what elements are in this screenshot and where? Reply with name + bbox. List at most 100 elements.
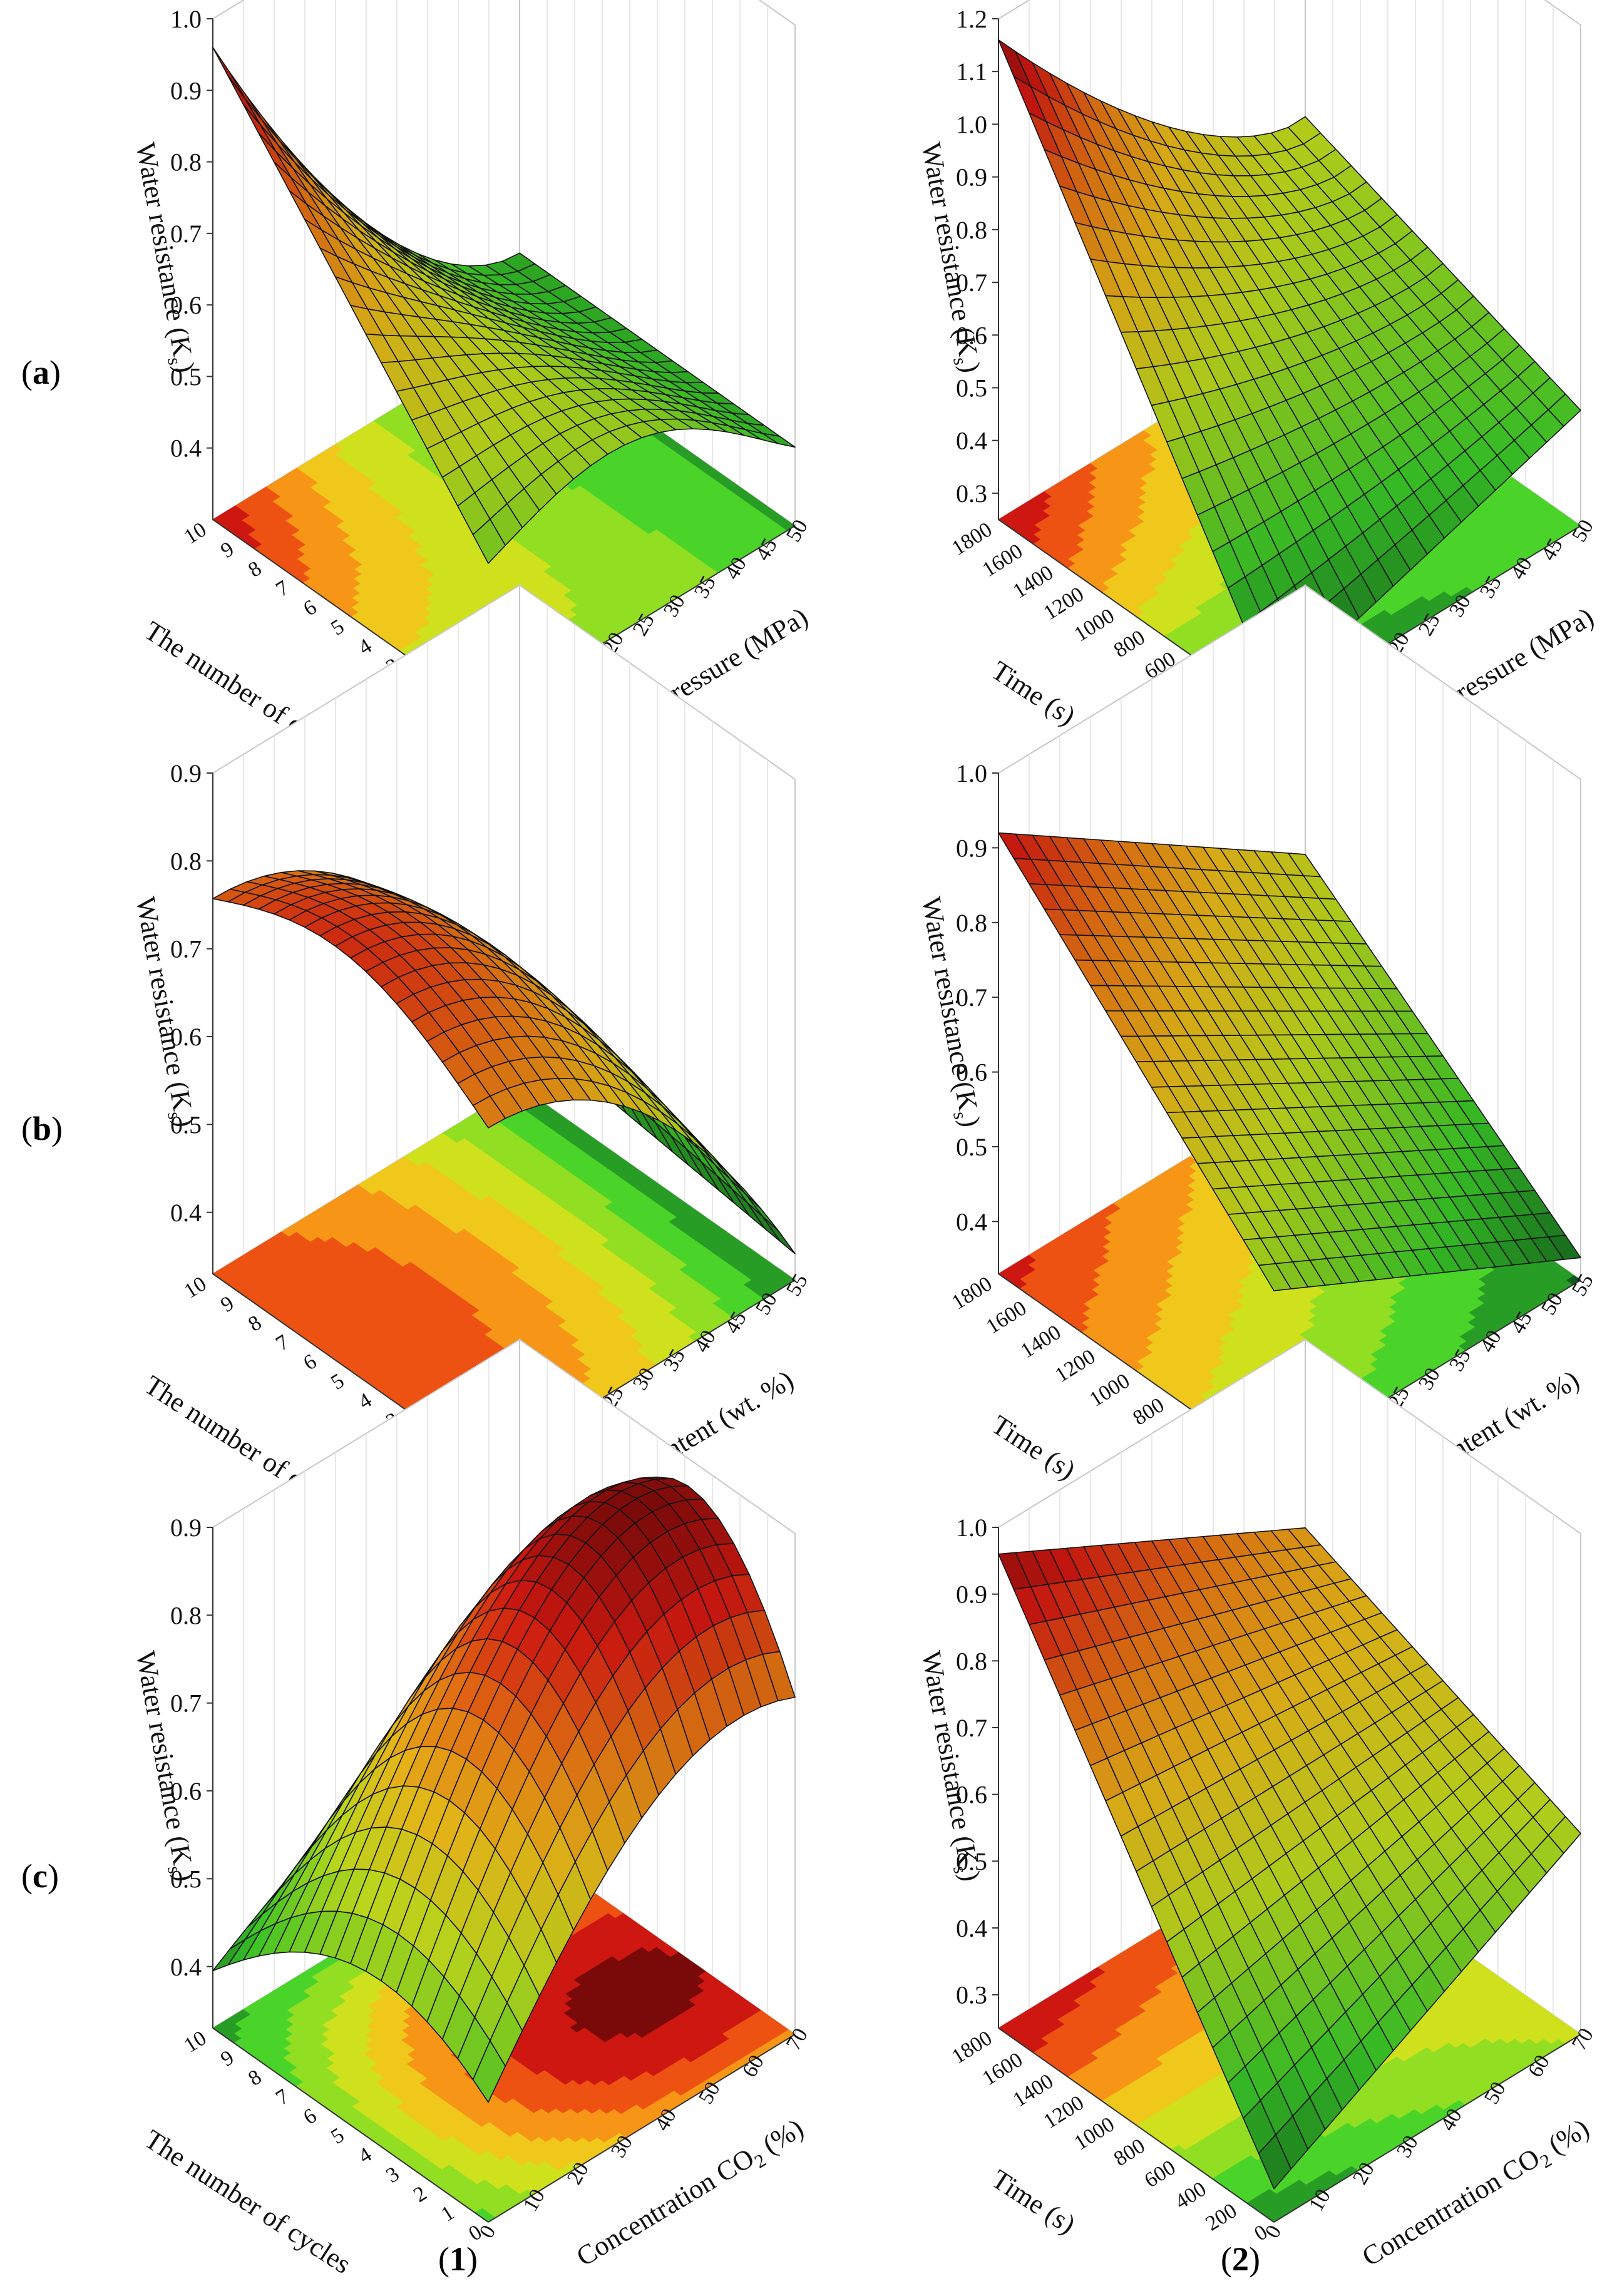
- z-tick-label: 0.3: [956, 1981, 987, 2009]
- y-tick-label: 4: [354, 2143, 376, 2168]
- surface-mesh: [998, 832, 1581, 1291]
- y-tick-label: 5: [327, 2123, 348, 2148]
- y-tick-label: 1200: [1040, 583, 1088, 625]
- z-tick-label: 1.0: [956, 759, 987, 787]
- y-tick-label: 10: [180, 518, 210, 548]
- y-tick-label: 200: [1201, 2199, 1241, 2235]
- z-tick-label: 0.7: [956, 269, 987, 297]
- y-tick-label: 1200: [1040, 2091, 1088, 2133]
- z-tick-label: 0.9: [170, 76, 202, 105]
- z-tick-label: 0.8: [956, 216, 987, 244]
- y-tick-label: 800: [1129, 1393, 1168, 1430]
- z-axis: 0.4 0.5 0.6 0.7 0.8 0.9 Water resistance (Ks): [126, 759, 213, 1274]
- col-num-2: 2: [1231, 2240, 1249, 2278]
- z-tick-label: 0.7: [170, 220, 202, 248]
- y-tick-label: 6: [299, 595, 321, 620]
- y-tick-label: 10: [180, 2026, 210, 2057]
- z-axis: 0.4 0.5 0.6 0.7 0.8 0.9 Water resistance (Ks): [126, 1514, 213, 2028]
- z-tick-label: 0.5: [956, 374, 987, 402]
- y-tick-label: 10: [180, 1272, 210, 1303]
- z-tick-label: 0.5: [170, 1865, 202, 1893]
- row-label-b: (b): [21, 1110, 63, 1147]
- z-tick-label: 1.0: [956, 110, 987, 138]
- z-tick-label: 0.9: [170, 1514, 202, 1542]
- z-tick-label: 0.8: [170, 1601, 202, 1629]
- z-tick-label: 0.4: [170, 434, 202, 463]
- z-tick-label: 1.2: [956, 5, 987, 33]
- y-tick-label: 6: [299, 1350, 321, 1375]
- y-tick-label: 9: [217, 2046, 238, 2071]
- y-axis-label: Time (s): [986, 655, 1081, 731]
- y-tick-label: 3: [382, 2162, 403, 2187]
- z-axis-label: Water resistance (Ks): [126, 894, 201, 1130]
- z-tick-label: 0.8: [956, 1647, 987, 1675]
- y-tick-label: 6: [299, 2104, 321, 2129]
- z-tick-label: 0.9: [170, 759, 202, 787]
- row-letter-c: c: [32, 1857, 48, 1895]
- z-tick-label: 0.5: [956, 1133, 987, 1161]
- surface-mesh: [212, 46, 796, 564]
- surface-plot-b1: 0.4 0.5 0.6 0.7 0.8 0.9 Water resistance (Ks)0…: [126, 584, 813, 1525]
- y-tick-label: 1400: [1009, 2069, 1057, 2111]
- y-axis-label: Time (s): [986, 2163, 1081, 2240]
- y-tick-label: 1800: [948, 518, 996, 560]
- z-tick-label: 0.8: [170, 148, 202, 177]
- surface-mesh: [212, 870, 796, 1254]
- contour-floor: [212, 1085, 796, 1468]
- row-letter-b: b: [32, 1110, 52, 1147]
- col-label-2: (2): [1221, 2240, 1260, 2278]
- surface-plot-c1: 0.4 0.5 0.6 0.7 0.8 0.9 Water resistance (Ks)0…: [126, 1338, 813, 2280]
- z-tick-label: 0.3: [956, 479, 987, 508]
- y-tick-label: 7: [272, 1330, 293, 1355]
- y-tick-label: 7: [272, 2084, 293, 2109]
- z-tick-label: 0.7: [170, 935, 202, 963]
- z-tick-label: 0.4: [956, 427, 987, 455]
- z-tick-label: 0.5: [956, 1847, 987, 1875]
- y-tick-label: 7: [272, 576, 293, 601]
- z-tick-label: 0.8: [170, 847, 202, 875]
- z-tick-label: 1.0: [170, 5, 202, 33]
- z-tick-label: 0.6: [956, 1058, 987, 1087]
- z-tick-label: 0.9: [956, 1581, 987, 1609]
- z-tick-label: 0.4: [956, 1207, 987, 1236]
- row-label-a: (a): [21, 354, 61, 391]
- y-tick-label: 400: [1171, 2178, 1211, 2214]
- z-tick-label: 1.1: [956, 58, 987, 86]
- y-tick-label: 1000: [1070, 604, 1119, 646]
- z-axis-label: Water resistance (Ks): [126, 1649, 201, 1884]
- row-label-c: (c): [21, 1857, 59, 1895]
- z-tick-label: 1.0: [956, 1514, 987, 1542]
- y-tick-label: 4: [354, 1388, 376, 1413]
- y-tick-label: 8: [244, 2065, 265, 2090]
- z-tick-label: 0.6: [956, 321, 987, 349]
- z-tick-label: 0.8: [956, 909, 987, 937]
- z-tick-label: 0.4: [170, 1199, 202, 1227]
- z-tick-label: 0.9: [956, 834, 987, 862]
- surface-mesh: [212, 1477, 796, 2103]
- y-tick-label: 1: [437, 2201, 458, 2226]
- y-tick-label: 8: [244, 556, 265, 582]
- y-tick-label: 5: [327, 1369, 348, 1394]
- z-tick-label: 0.5: [170, 1110, 202, 1139]
- y-tick-label: 1600: [982, 1296, 1030, 1338]
- surface-plot-c2: 0.3 0.4 0.5 0.6 0.7 0.8 0.9 1.0 Water resistance…: [916, 1338, 1598, 2272]
- y-tick-label: 1400: [1017, 1321, 1065, 1363]
- z-tick-label: 0.6: [956, 1781, 987, 1809]
- col-label-1: (1): [438, 2240, 478, 2278]
- y-tick-label: 1400: [1009, 561, 1057, 603]
- z-tick-label: 0.7: [956, 983, 987, 1012]
- y-tick-label: 800: [1110, 2135, 1149, 2171]
- y-tick-label: 1000: [1070, 2113, 1119, 2155]
- y-tick-label: 800: [1110, 626, 1149, 662]
- z-tick-label: 0.7: [170, 1689, 202, 1718]
- y-tick-label: 1200: [1051, 1345, 1099, 1387]
- y-axis-label: Time (s): [986, 1409, 1081, 1485]
- y-tick-label: 2: [409, 2181, 431, 2206]
- row-letter-a: a: [32, 354, 49, 391]
- z-tick-label: 0.6: [170, 1777, 202, 1805]
- y-tick-label: 8: [244, 1311, 265, 1336]
